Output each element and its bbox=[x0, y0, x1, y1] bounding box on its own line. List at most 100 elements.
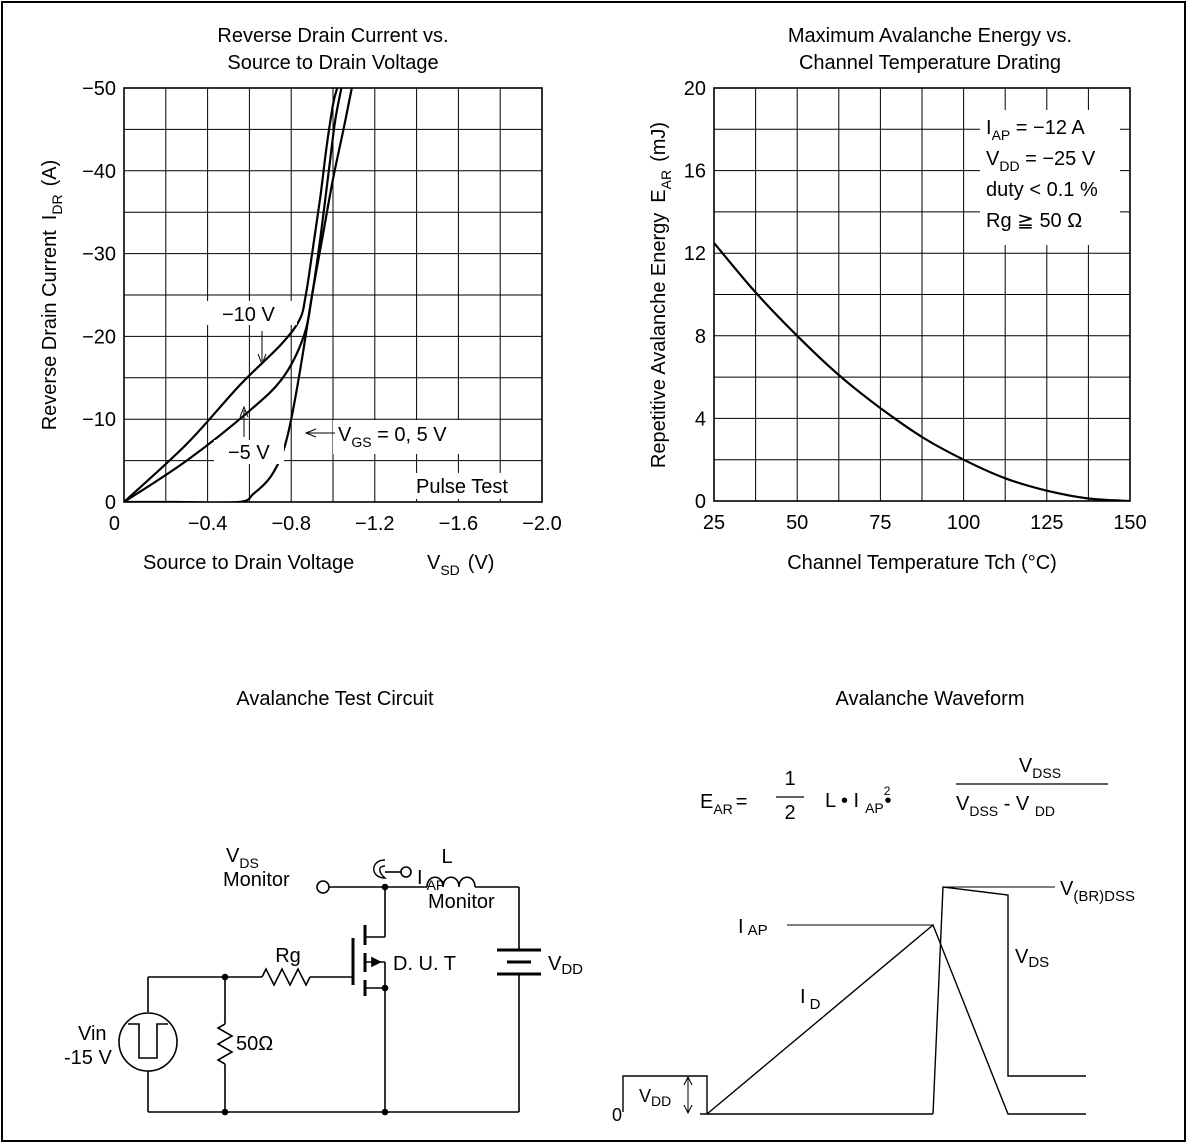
chart2-grid bbox=[714, 88, 1130, 501]
y-tick-label: −20 bbox=[82, 326, 116, 348]
avalanche-waveform: Avalanche Waveform EAR = 1 2 L • I AP2• VD… bbox=[612, 688, 1135, 1125]
avalanche-energy-chart: Maximum Avalanche Energy vs. Channel Tem… bbox=[648, 25, 1147, 574]
iap-monitor-label-line2: Monitor bbox=[428, 891, 495, 913]
x-tick-label: 25 bbox=[703, 512, 725, 534]
c1-series-line-2 bbox=[124, 88, 339, 502]
chart2-plot-frame bbox=[713, 87, 1131, 502]
y-tick-label: −30 bbox=[82, 244, 116, 266]
x-tick-label: −0.4 bbox=[188, 513, 227, 535]
c1-series-line-1 bbox=[124, 88, 343, 502]
iap-monitor-terminal bbox=[400, 866, 412, 878]
formula-lhs: EAR = bbox=[700, 791, 747, 817]
vds-label: VDS bbox=[1015, 946, 1049, 971]
pulse-source-symbol bbox=[118, 1012, 178, 1072]
x-tick-label: 150 bbox=[1113, 512, 1146, 534]
chart2-y-tick-labels: 0 4 8 12 16 20 bbox=[684, 78, 706, 513]
chart1-x-tick-labels: 0 −0.4 −0.8 −1.2 −1.6 −2.0 bbox=[109, 513, 562, 535]
chart2-x-axis-label: Channel Temperature Tch (°C) bbox=[787, 552, 1057, 574]
vds-trace bbox=[932, 886, 1086, 1115]
vin-value-label: -15 V bbox=[64, 1047, 112, 1069]
y-tick-label: 4 bbox=[695, 408, 706, 430]
chart1-title-line1: Reverse Drain Current vs. bbox=[217, 25, 448, 47]
junction-source bbox=[381, 984, 389, 992]
condition-line: IAP = −12 A bbox=[986, 117, 1085, 143]
resistor-rg-symbol bbox=[261, 967, 311, 987]
x-tick-label: −2.0 bbox=[522, 513, 561, 535]
chart1-x-axis-label: Source to Drain Voltage bbox=[143, 552, 354, 574]
condition-line: Rg ≧ 50 Ω bbox=[986, 210, 1082, 232]
id-trace bbox=[706, 923, 1086, 1115]
y-tick-label: −40 bbox=[82, 161, 116, 183]
iap-monitor-label: I AP bbox=[417, 867, 445, 893]
condition-line: VDD = −25 V bbox=[986, 148, 1096, 174]
chart2-title-line1: Maximum Avalanche Energy vs. bbox=[788, 25, 1072, 47]
x-tick-label: −1.2 bbox=[355, 513, 394, 535]
x-tick-label: 50 bbox=[786, 512, 808, 534]
formula-rhs-den: VDSS - V DD bbox=[956, 793, 1055, 819]
label-bg-vgs bbox=[333, 420, 483, 454]
x-tick-label: 75 bbox=[869, 512, 891, 534]
x-tick-label: 100 bbox=[947, 512, 980, 534]
vds-monitor-label: VDS bbox=[226, 845, 259, 871]
x-tick-label: 125 bbox=[1030, 512, 1063, 534]
series-label-minus5v: −5 V bbox=[228, 442, 270, 464]
circuit-title: Avalanche Test Circuit bbox=[236, 688, 434, 710]
c1-series-line-0 bbox=[124, 88, 353, 502]
label-bg-10v bbox=[207, 301, 297, 325]
junction-drain bbox=[381, 883, 389, 891]
vds-initial-step bbox=[622, 1075, 708, 1115]
vdd-dim-arrow-bottom bbox=[683, 1104, 693, 1115]
chart1-plot-frame bbox=[123, 87, 543, 503]
rg-label: Rg bbox=[275, 945, 301, 967]
chart1-grid bbox=[124, 88, 542, 502]
energy-formula: EAR = 1 2 L • I AP2• VDSS VDSS - V DD bbox=[700, 755, 1108, 824]
x-tick-label: −0.8 bbox=[271, 513, 310, 535]
resistor-50-symbol bbox=[216, 1023, 234, 1065]
y-tick-label: 12 bbox=[684, 243, 706, 265]
x-tick-label: −1.6 bbox=[439, 513, 478, 535]
chart2-y-axis-label-group: Repetitive Avalanche EnergyEAR(mJ) bbox=[648, 122, 674, 468]
vbr-label: V(BR)DSS bbox=[1060, 878, 1135, 905]
c2-series-line-0 bbox=[714, 242, 1130, 501]
y-tick-label: 8 bbox=[695, 326, 706, 348]
zero-label: 0 bbox=[612, 1105, 622, 1125]
vds-monitor-terminal bbox=[316, 880, 330, 894]
series-label-vgs: VGS = 0, 5 V bbox=[338, 424, 447, 450]
formula-mid: L • I AP2• bbox=[825, 784, 891, 816]
vdd-waveform-label: VDD bbox=[639, 1086, 671, 1109]
pulse-test-note: Pulse Test bbox=[416, 476, 508, 498]
vds-monitor-label-line2: Monitor bbox=[223, 869, 290, 891]
arrowhead-minus10v bbox=[257, 353, 267, 366]
series-label-minus10v: −10 V bbox=[222, 304, 275, 326]
conditions-box bbox=[980, 110, 1120, 245]
chart1-series bbox=[124, 88, 353, 502]
chart2-x-tick-labels: 25 50 75 100 125 150 bbox=[703, 512, 1147, 534]
vin-label: Vin bbox=[78, 1023, 107, 1045]
inductor-symbol bbox=[426, 876, 476, 888]
chart2-title-line2: Channel Temperature Drating bbox=[799, 52, 1061, 74]
r50-label: 50Ω bbox=[236, 1033, 273, 1055]
vdd-circuit-label: VDD bbox=[548, 953, 583, 978]
chart1-title-line2: Source to Drain Voltage bbox=[227, 52, 438, 74]
mosfet-arrow bbox=[371, 956, 382, 968]
arrowhead-vgs bbox=[304, 428, 317, 438]
inductor-label: L bbox=[441, 846, 452, 868]
label-bg-pulse bbox=[410, 473, 530, 499]
y-tick-label: 0 bbox=[105, 492, 116, 514]
current-probe-symbol bbox=[373, 859, 387, 879]
avalanche-test-circuit: Avalanche Test Circuit bbox=[64, 688, 583, 1116]
junction-bottom-source bbox=[381, 1108, 389, 1116]
y-tick-label: −10 bbox=[82, 409, 116, 431]
y-tick-label: 0 bbox=[695, 491, 706, 513]
formula-frac-den: 2 bbox=[784, 802, 795, 824]
iap-label: I AP bbox=[738, 916, 768, 939]
chart2-conditions: IAP = −12 A VDD = −25 V duty < 0.1 % Rg ≧ 5… bbox=[986, 117, 1098, 232]
formula-rhs-num: VDSS bbox=[1019, 755, 1061, 781]
pulse-waveform-icon bbox=[128, 1023, 168, 1059]
reverse-drain-chart: Reverse Drain Current vs. Source to Drai… bbox=[39, 25, 562, 578]
y-tick-label: 16 bbox=[684, 161, 706, 183]
y-tick-label: −50 bbox=[82, 78, 116, 100]
